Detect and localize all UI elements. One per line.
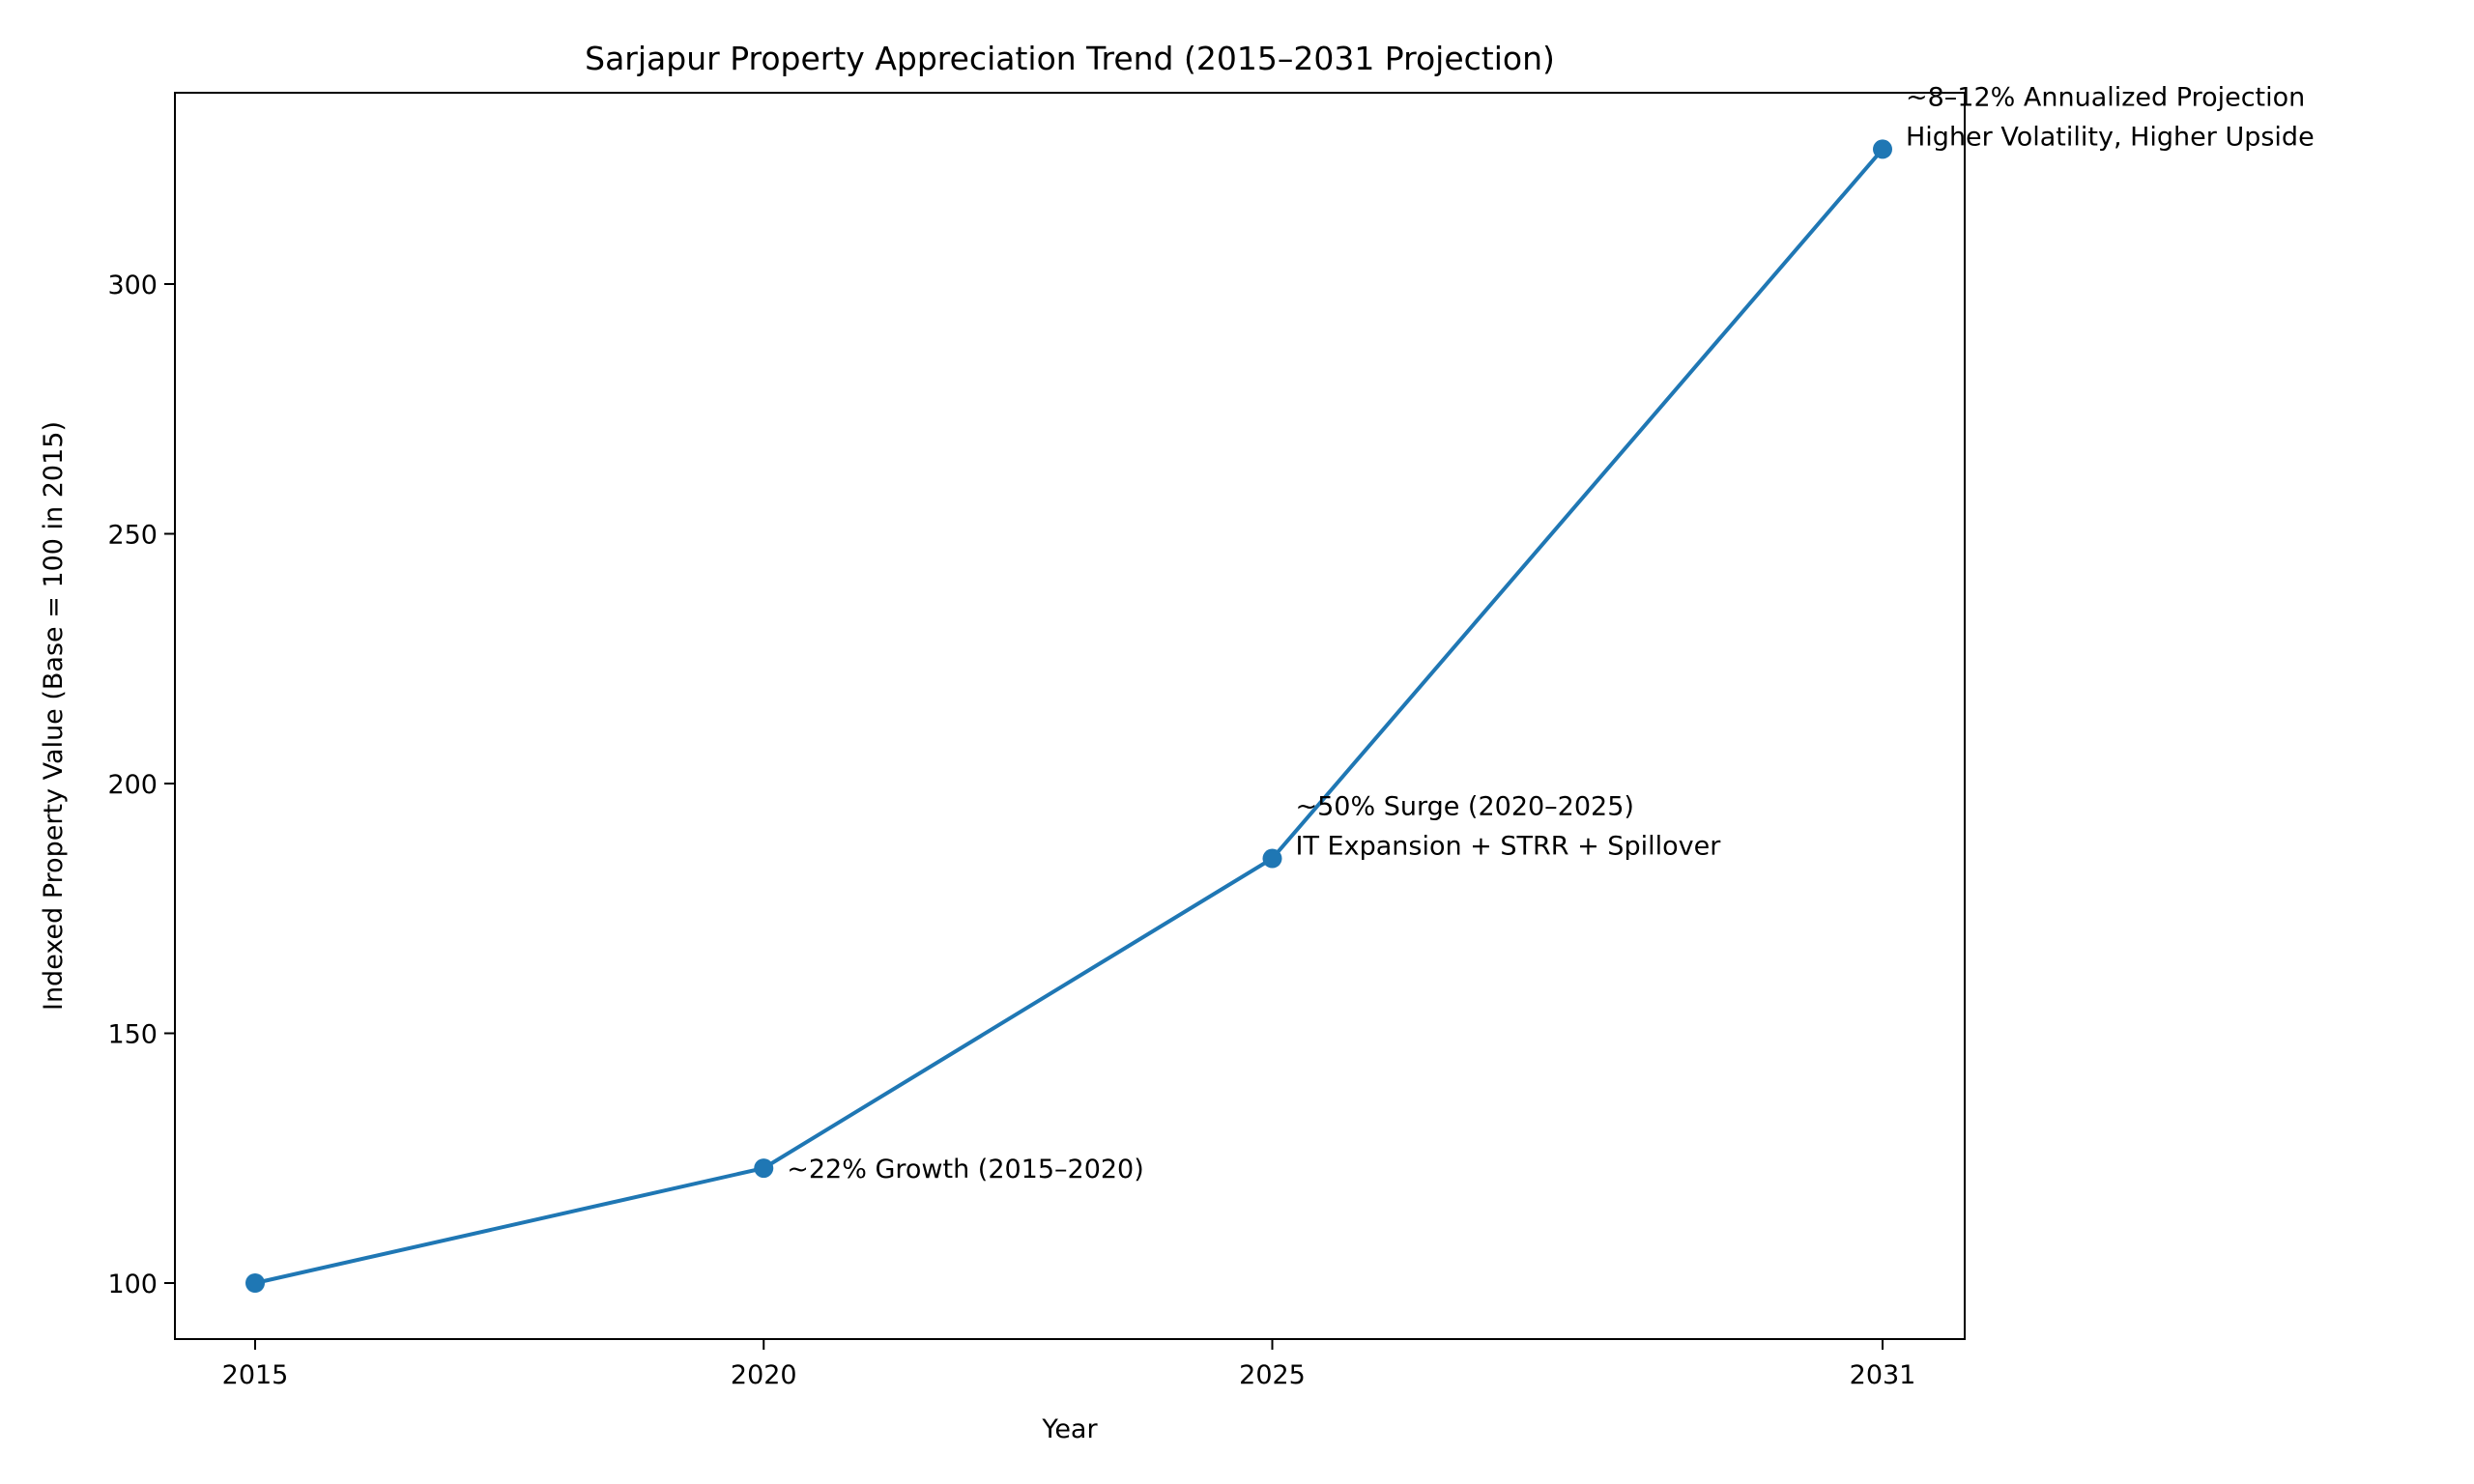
- x-tick-label: 2025: [1239, 1360, 1306, 1390]
- x-tick-label: 2015: [222, 1360, 289, 1390]
- axes-frame: [174, 92, 1966, 1340]
- y-tick-label: 150: [107, 1020, 158, 1050]
- x-axis: 2015 2020 2025 2031: [222, 1339, 1916, 1390]
- annotation-text: ~22% Growth (2015–2020): [787, 1155, 1144, 1184]
- data-point: [1873, 139, 1892, 159]
- y-axis: 100 150 200 250 300: [107, 271, 175, 1299]
- x-tick-label: 2020: [731, 1360, 797, 1390]
- y-tick-label: 100: [107, 1270, 158, 1299]
- y-tick-label: 250: [107, 521, 158, 551]
- data-point: [754, 1158, 774, 1179]
- data-point: [245, 1273, 265, 1293]
- plot-area: [245, 139, 1892, 1293]
- series-line: [254, 148, 1884, 1285]
- annotation-text: IT Expansion + STRR + Spillover: [1296, 832, 1722, 862]
- annotation-text: ~8–12% Annualized Projection: [1906, 82, 2305, 112]
- y-axis-label: Indexed Property Value (Base = 100 in 20…: [39, 421, 69, 1011]
- x-axis-label: Year: [1041, 1414, 1098, 1444]
- data-point: [1262, 848, 1282, 869]
- chart-title: Sarjapur Property Appreciation Trend (20…: [585, 40, 1555, 77]
- annotation-text: Higher Volatility, Higher Upside: [1906, 122, 2315, 152]
- y-tick-label: 200: [107, 770, 158, 800]
- x-tick-label: 2031: [1850, 1360, 1916, 1390]
- annotation-text: ~50% Surge (2020–2025): [1296, 792, 1634, 822]
- annotations: ~22% Growth (2015–2020) ~50% Surge (2020–…: [787, 82, 2314, 1184]
- y-tick-label: 300: [107, 271, 158, 300]
